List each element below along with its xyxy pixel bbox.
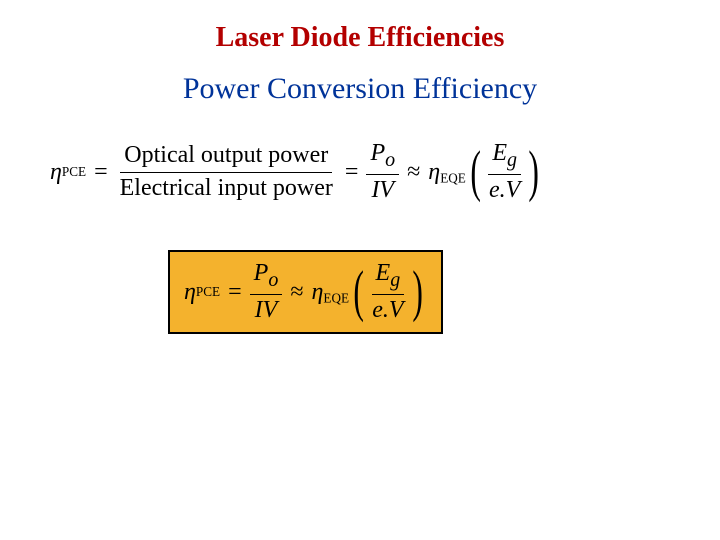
fraction-words: Optical output power Electrical input po… bbox=[116, 142, 337, 202]
fraction-ev: e.V bbox=[485, 175, 524, 205]
fraction-iv: IV bbox=[367, 175, 398, 205]
eta-eqe: ηEQE bbox=[428, 159, 466, 186]
boxed-equation: ηPCE = Po IV ≈ ηEQE ( Eg e.V ) bbox=[168, 250, 443, 334]
eta-symbol-2: η bbox=[428, 159, 440, 185]
box-eta-eqe-sub: EQE bbox=[323, 290, 349, 305]
box-fraction-ev: e.V bbox=[368, 295, 407, 325]
box-eta-symbol-2: η bbox=[311, 279, 323, 305]
eta-eqe-sub: EQE bbox=[440, 170, 466, 185]
eta-symbol: η bbox=[50, 159, 62, 186]
box-equals: = bbox=[228, 279, 242, 306]
box-fraction-eg-ev: Eg e.V bbox=[368, 260, 407, 324]
box-left-paren-icon: ( bbox=[353, 268, 364, 317]
equals-1: = bbox=[94, 159, 108, 186]
page-title: Laser Diode Efficiencies bbox=[0, 22, 720, 54]
paren-group: ( Eg e.V ) bbox=[466, 140, 544, 204]
equation-main: ηPCE = Optical output power Electrical i… bbox=[50, 140, 544, 204]
approx-sign: ≈ bbox=[407, 159, 420, 186]
eta-subscript: PCE bbox=[62, 164, 86, 180]
box-eta-symbol: η bbox=[184, 279, 196, 306]
left-paren-icon: ( bbox=[470, 148, 481, 197]
fraction-po-iv: Po IV bbox=[366, 140, 399, 204]
box-fraction-po-iv: Po IV bbox=[250, 260, 283, 324]
box-paren-group: ( Eg e.V ) bbox=[349, 260, 427, 324]
box-eta-eqe: ηEQE bbox=[311, 279, 349, 306]
section-subtitle: Power Conversion Efficiency bbox=[0, 72, 720, 106]
box-fraction-iv: IV bbox=[251, 295, 282, 325]
box-fraction-eg: Eg bbox=[372, 260, 405, 295]
box-approx: ≈ bbox=[290, 279, 303, 306]
right-paren-icon: ) bbox=[529, 148, 540, 197]
fraction-eg-ev: Eg e.V bbox=[485, 140, 524, 204]
fraction-words-den: Electrical input power bbox=[116, 173, 337, 203]
box-right-paren-icon: ) bbox=[412, 268, 423, 317]
fraction-po: Po bbox=[366, 140, 399, 175]
box-eta-sub: PCE bbox=[196, 284, 220, 300]
fraction-eg: Eg bbox=[488, 140, 521, 175]
fraction-words-num: Optical output power bbox=[120, 142, 332, 173]
page: Laser Diode Efficiencies Power Conversio… bbox=[0, 0, 720, 540]
box-fraction-po: Po bbox=[250, 260, 283, 295]
equals-2: = bbox=[345, 159, 359, 186]
